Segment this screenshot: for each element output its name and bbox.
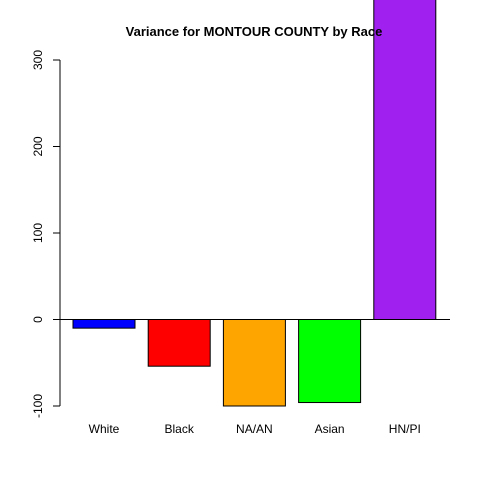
x-tick-label: White [89, 422, 120, 436]
bars-group [72, 0, 437, 407]
x-axis-labels: White Black NA/AN Asian HN/PI [89, 422, 421, 436]
y-axis: -100 0 100 200 300 [31, 50, 61, 418]
x-tick-label: NA/AN [236, 422, 273, 436]
bar-black [147, 319, 211, 367]
x-tick-label: Asian [315, 422, 345, 436]
y-tick-label: 0 [31, 316, 45, 323]
chart-title: Variance for MONTOUR COUNTY by Race [126, 24, 383, 39]
bar-white [72, 319, 136, 329]
y-tick-label: 100 [31, 223, 45, 243]
bar-asian [298, 319, 362, 404]
y-tick-label: 300 [31, 50, 45, 70]
y-tick-label: 200 [31, 136, 45, 156]
y-tick-label: -100 [31, 394, 45, 418]
x-tick-label: Black [165, 422, 195, 436]
x-tick-label: HN/PI [389, 422, 421, 436]
bar-hn-pi [373, 0, 437, 320]
bar-na-an [222, 319, 286, 407]
